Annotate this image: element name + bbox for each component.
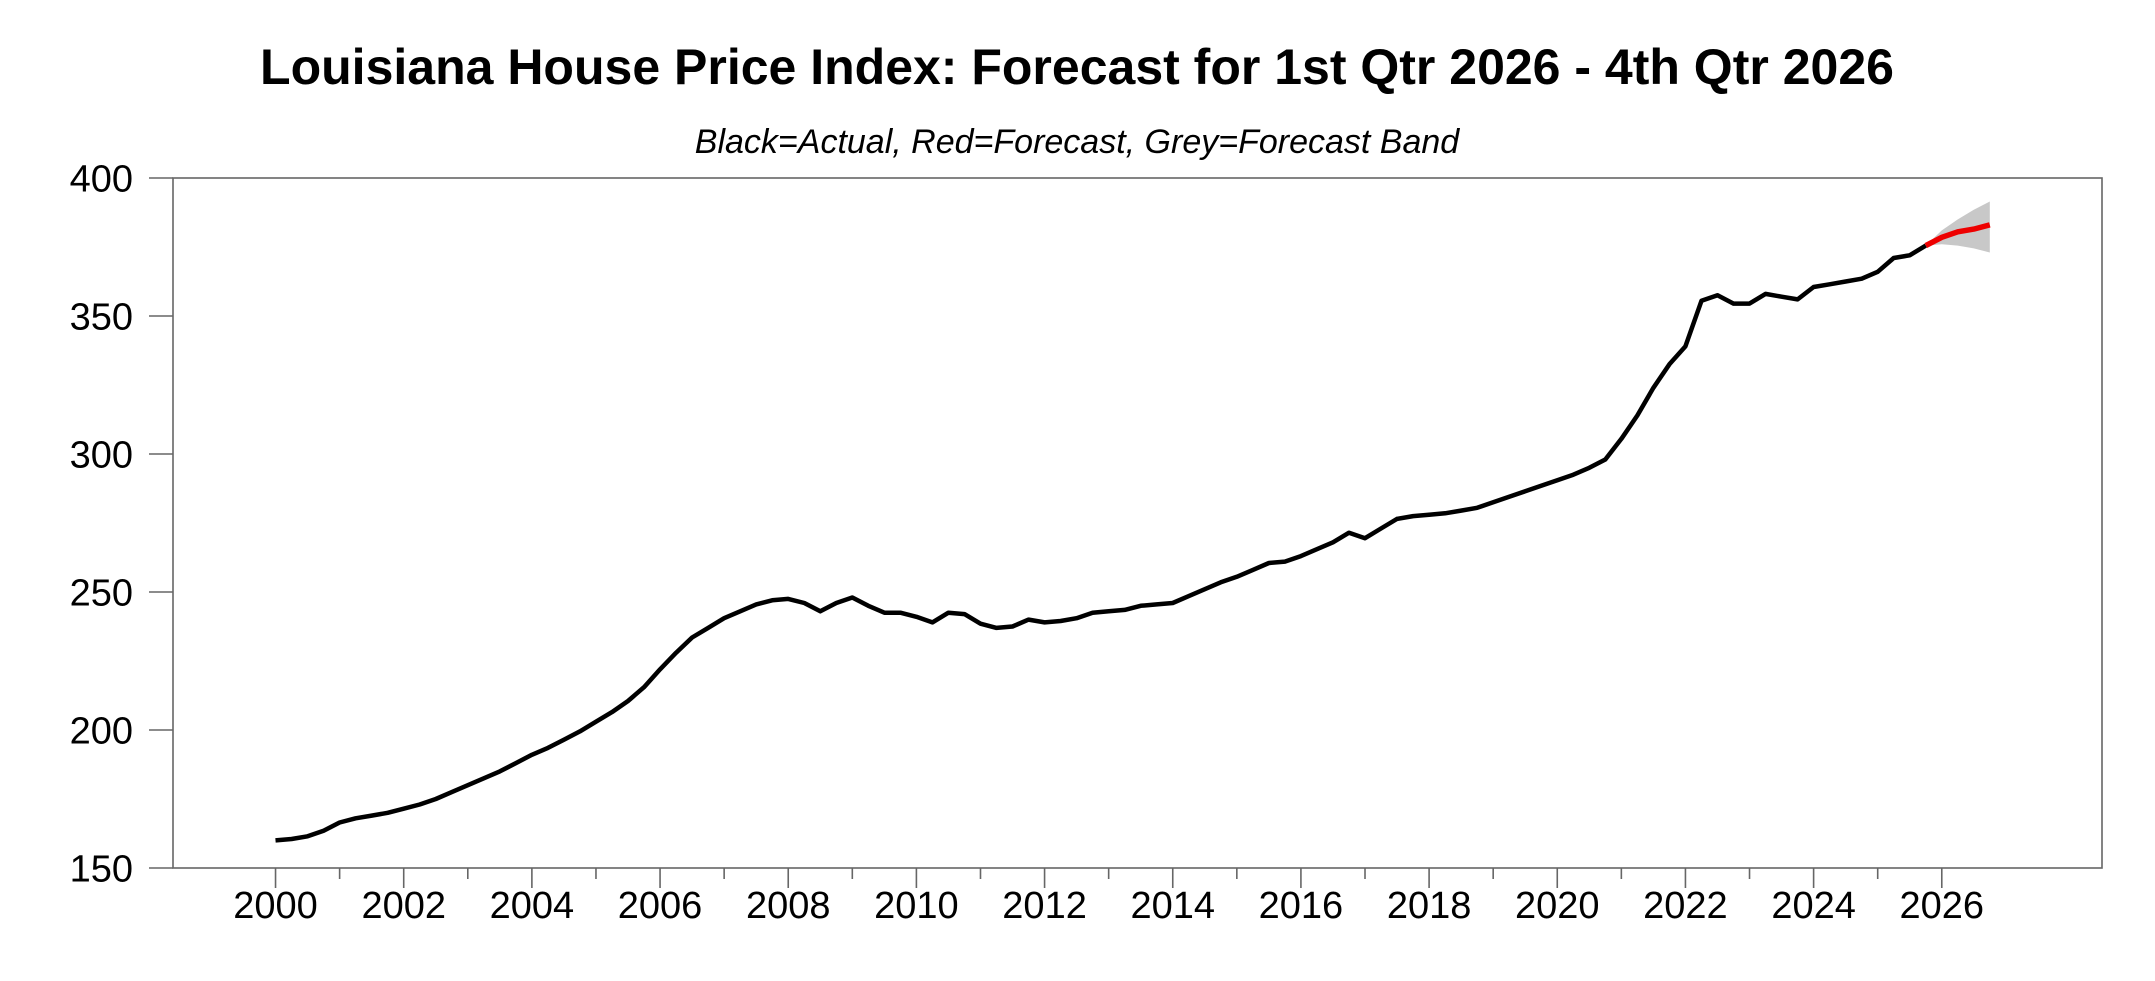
y-axis-tick-label: 150	[70, 849, 133, 891]
plot-frame	[172, 177, 2103, 869]
chart-title: Louisiana House Price Index: Forecast fo…	[260, 39, 1894, 95]
x-axis-tick-label: 2018	[1387, 885, 1472, 927]
plot-area: 150 200 250 300 350 400 2000 2002 2004 2006 2008 20…	[70, 159, 2103, 927]
actual-line	[275, 243, 1927, 843]
y-axis-tick-label: 250	[70, 573, 133, 615]
y-axis-tick-label: 350	[70, 297, 133, 339]
x-axis-tick-label: 2012	[1002, 885, 1087, 927]
y-axis-tick-label: 400	[70, 159, 133, 201]
x-axis-tick-label: 2008	[746, 885, 831, 927]
x-axis-tick-label: 2024	[1771, 885, 1856, 927]
x-axis-tick-label: 2010	[874, 885, 959, 927]
x-axis-tick-label: 2000	[233, 885, 318, 927]
y-axis-tick-label: 300	[70, 435, 133, 477]
x-axis-tick-label: 2006	[618, 885, 703, 927]
x-axis-tick-label: 2020	[1515, 885, 1600, 927]
x-axis-tick-label: 2022	[1643, 885, 1728, 927]
chart-subtitle: Black=Actual, Red=Forecast, Grey=Forecas…	[695, 123, 1461, 161]
x-axis-tick-label: 2002	[361, 885, 446, 927]
x-axis-tick-label: 2014	[1130, 885, 1215, 927]
forecast-line	[1924, 222, 1991, 249]
y-axis-tick-label: 200	[70, 711, 133, 753]
x-axis-tick-label: 2026	[1900, 885, 1985, 927]
x-axis-tick-label: 2004	[490, 885, 575, 927]
x-axis-tick-label: 2016	[1259, 885, 1344, 927]
